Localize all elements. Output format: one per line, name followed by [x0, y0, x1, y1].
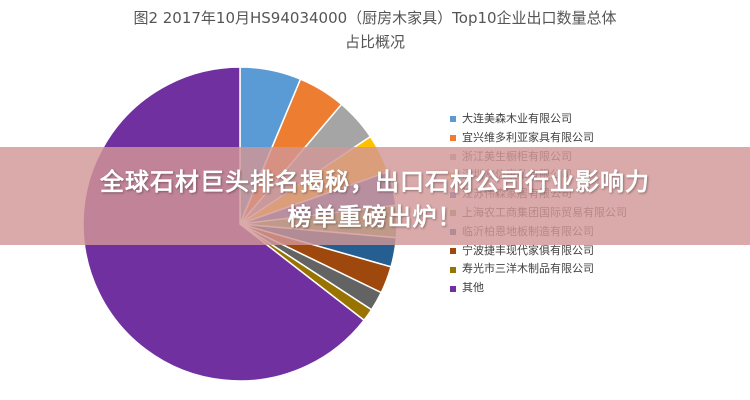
chart-title-line-2: 占比概况	[344, 33, 405, 51]
legend-label: 宁波捷丰现代家俱有限公司	[462, 243, 594, 257]
legend-item-9: 寿光市三洋木制品有限公司	[450, 260, 710, 279]
banner-headline-line-1: 全球石材巨头排名揭秘，出口石材公司行业影响力	[100, 168, 650, 196]
banner-headline: 全球石材巨头排名揭秘，出口石材公司行业影响力 榜单重磅出炉！	[0, 165, 750, 235]
legend-label: 寿光市三洋木制品有限公司	[462, 262, 594, 276]
legend-swatch	[450, 135, 456, 142]
legend-swatch	[450, 116, 456, 123]
legend-label: 宜兴维多利亚家具有限公司	[462, 130, 594, 144]
legend-item-1: 大连美森木业有限公司	[450, 110, 710, 129]
legend-label: 大连美森木业有限公司	[462, 112, 572, 125]
banner-overlay	[0, 147, 750, 245]
legend-item-10: 其他	[450, 279, 710, 298]
legend-item-8: 宁波捷丰现代家俱有限公司	[450, 242, 710, 261]
legend-swatch	[450, 285, 456, 292]
legend-label: 其他	[462, 281, 484, 295]
legend-swatch	[450, 266, 456, 273]
legend-swatch	[450, 247, 456, 254]
banner-headline-line-2: 榜单重磅出炉！	[287, 203, 463, 231]
chart-title-line-1: 图2 2017年10月HS94034000（厨房木家具）Top10企业出口数量总…	[133, 9, 617, 27]
legend-item-2: 宜兴维多利亚家具有限公司	[450, 129, 710, 148]
chart-title: 图2 2017年10月HS94034000（厨房木家具）Top10企业出口数量总…	[40, 6, 710, 54]
